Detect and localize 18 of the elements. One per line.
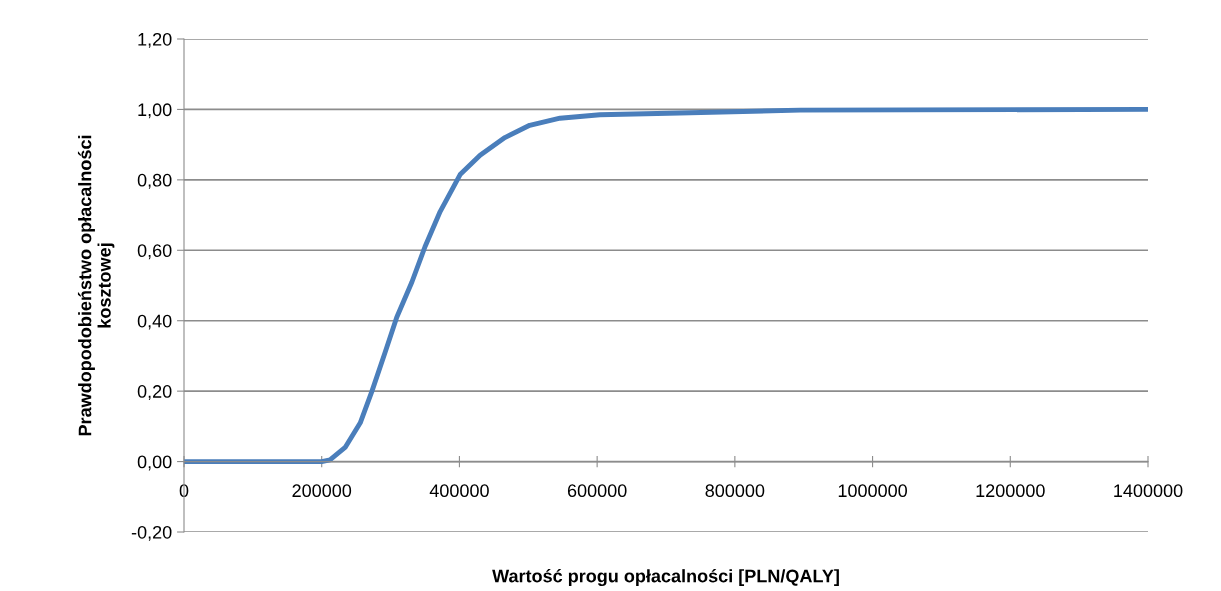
y-tick-label: 0,40: [137, 314, 172, 330]
x-tick-label: 600000: [567, 484, 627, 498]
x-axis-title: Wartość progu opłacalności [PLN/QALY]: [492, 568, 839, 587]
x-tick-label: 200000: [292, 484, 352, 498]
x-tick-label: 400000: [429, 484, 489, 498]
x-tick-label: 1400000: [1114, 484, 1183, 498]
y-axis-title: Prawdopodobieństwo opłacalności kosztowej: [77, 135, 115, 436]
x-tick-label: 0: [179, 484, 189, 498]
x-tick-label: 1000000: [838, 484, 908, 498]
x-tick-label: 800000: [705, 484, 765, 498]
y-tick-label: 0,20: [137, 385, 172, 400]
y-tick-label: 1,00: [138, 103, 172, 119]
y-tick-label: 0,00: [137, 455, 172, 471]
y-tick-label: -0,20: [131, 525, 172, 541]
y-tick-label: 0,80: [137, 173, 172, 189]
y-tick-label: 0,60: [137, 244, 172, 260]
y-tick-label: 1,20: [138, 32, 172, 48]
x-tick-label: 1200000: [976, 484, 1045, 498]
